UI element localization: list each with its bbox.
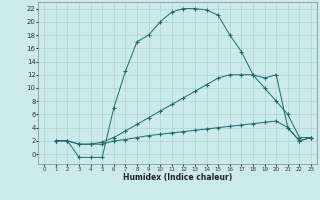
X-axis label: Humidex (Indice chaleur): Humidex (Indice chaleur) — [123, 173, 232, 182]
